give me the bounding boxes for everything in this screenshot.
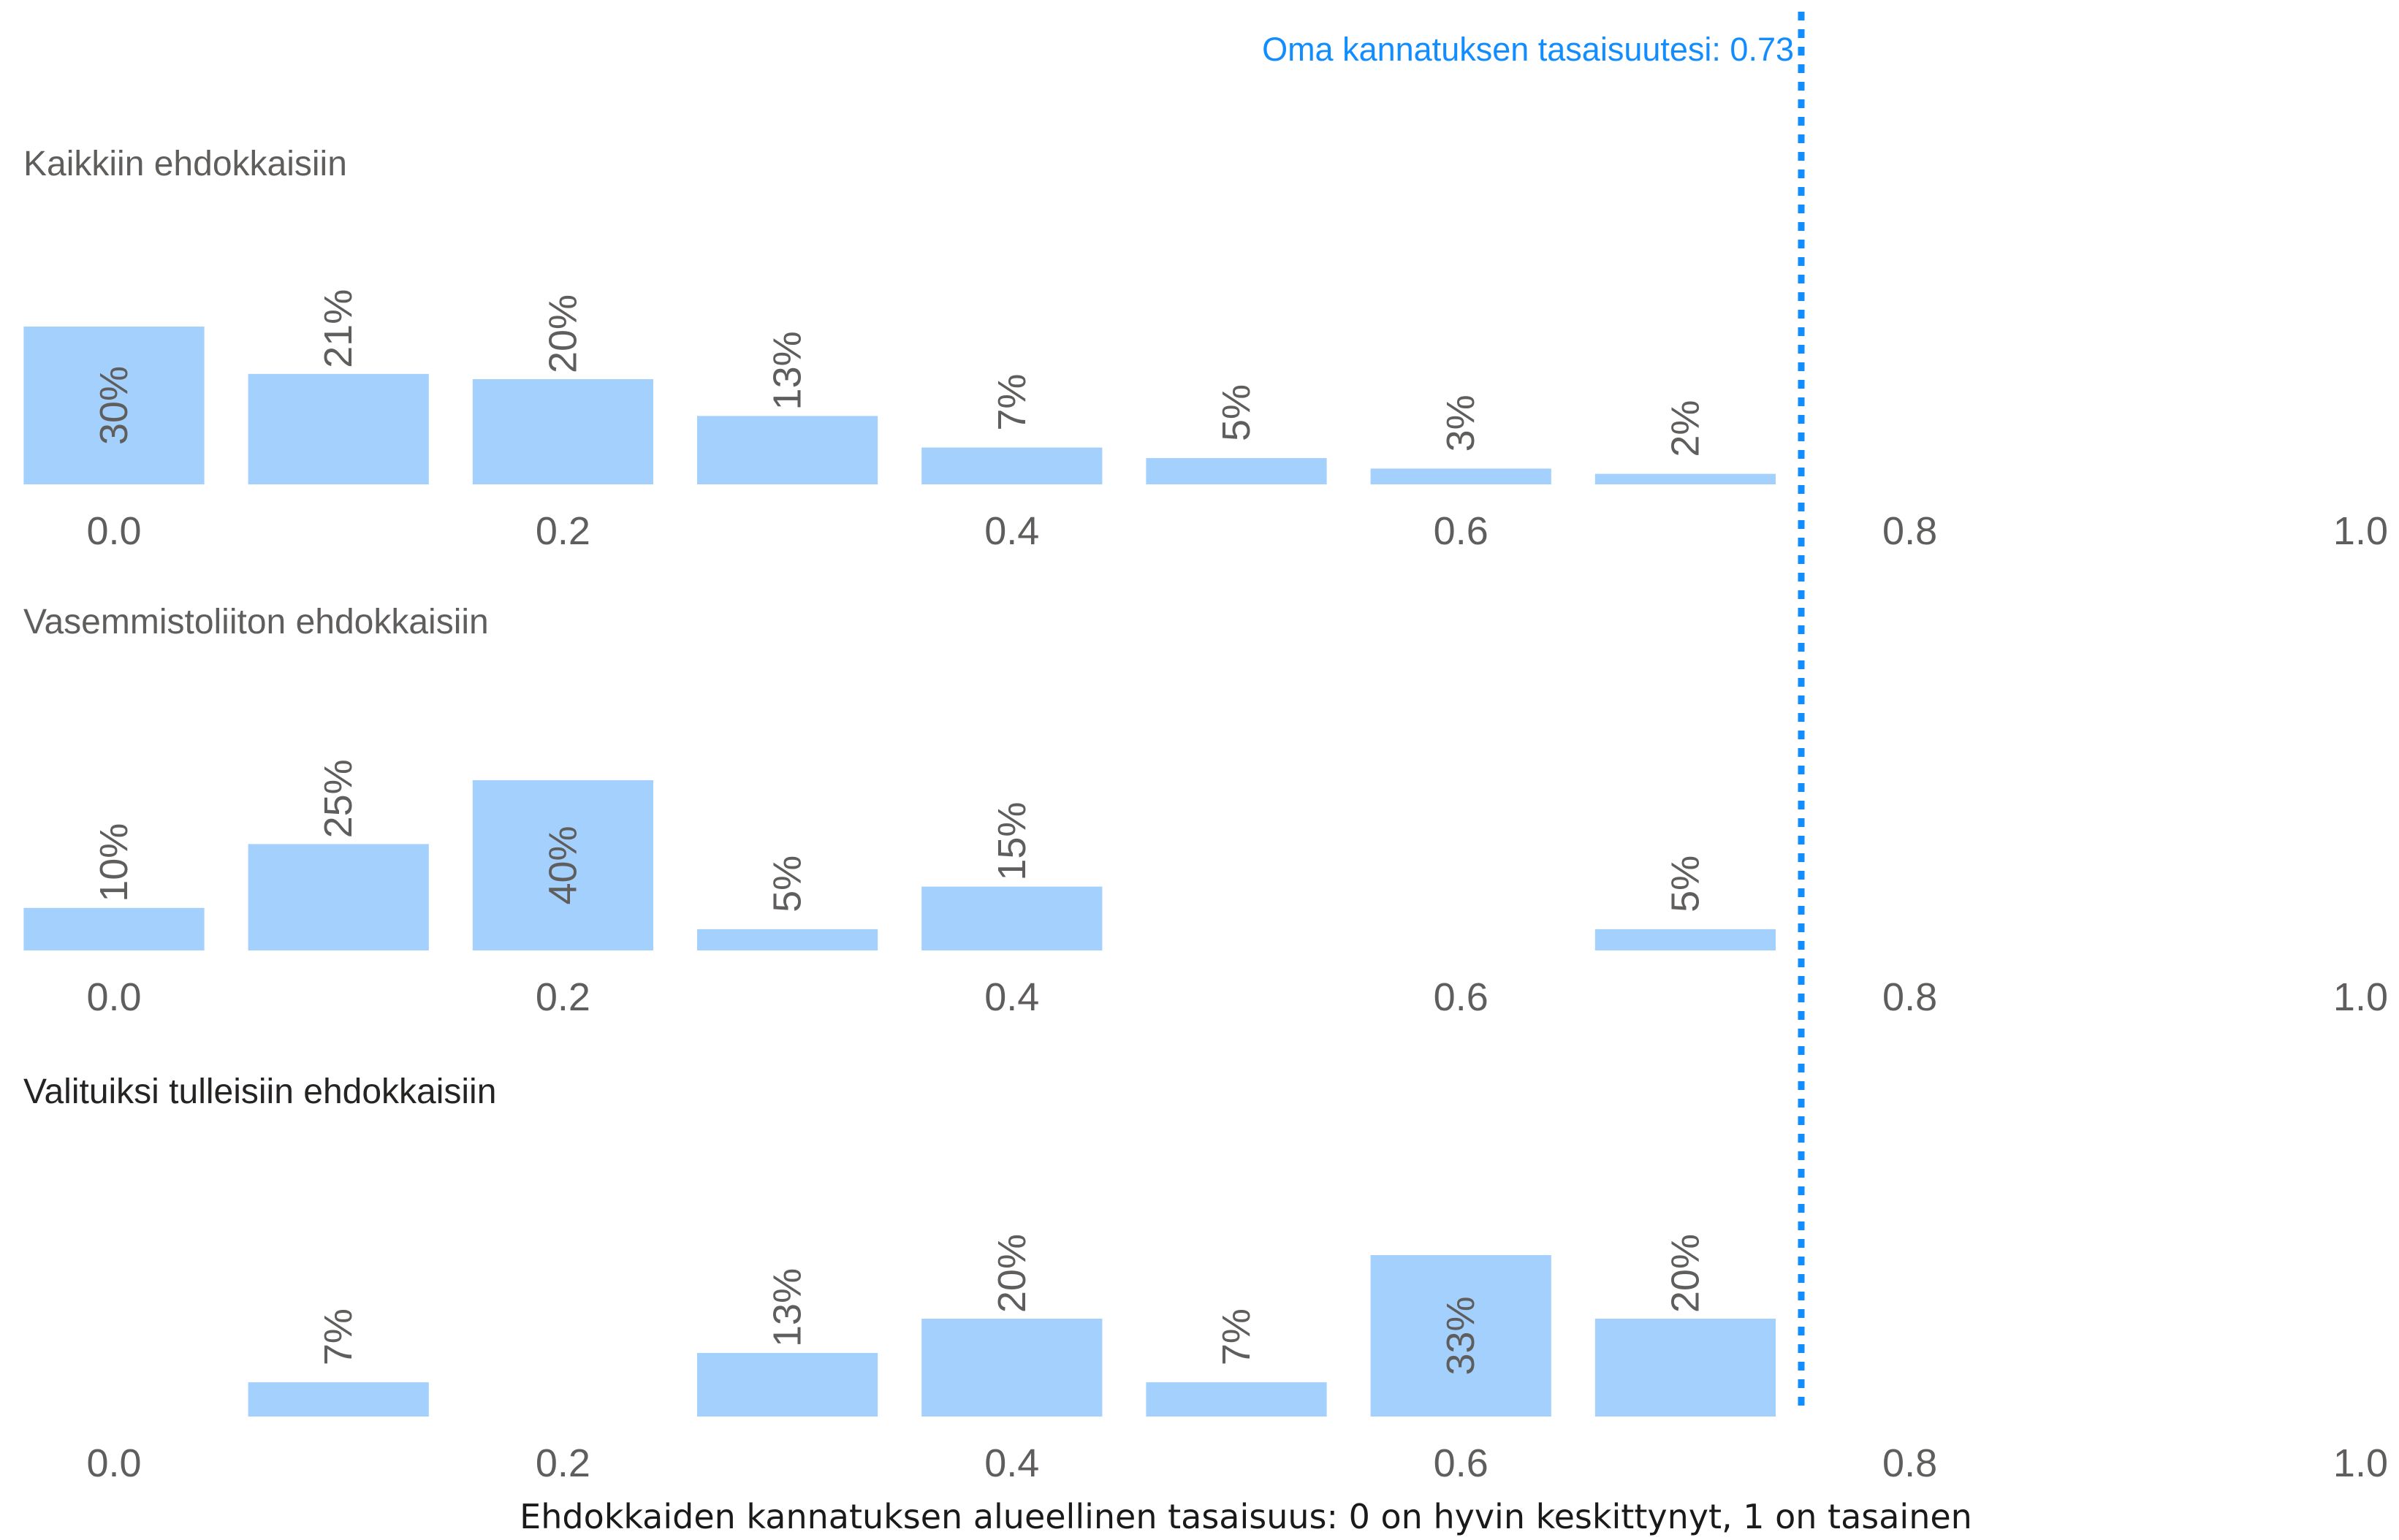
bar [23, 327, 205, 484]
bar-value-label: 15% [990, 802, 1034, 881]
x-tick-label: 0.0 [86, 509, 141, 553]
panel-title: Vasemmistoliiton ehdokkaisiin [23, 603, 489, 641]
bar [921, 447, 1103, 484]
bar [472, 780, 653, 950]
x-tick-label: 0.2 [536, 975, 590, 1019]
bar-value-label: 13% [766, 1268, 810, 1347]
bar [248, 844, 429, 950]
bar-value-label: 40% [541, 826, 585, 904]
bar-value-label: 20% [990, 1234, 1034, 1313]
bar [921, 886, 1103, 950]
bar [1594, 929, 1776, 950]
bar-value-label: 25% [316, 759, 360, 838]
panel-title: Kaikkiin ehdokkaisiin [23, 145, 347, 183]
x-tick-label: 0.2 [536, 1441, 590, 1485]
bar-value-label: 5% [766, 855, 810, 912]
bar [248, 373, 429, 484]
bar-value-label: 13% [766, 331, 810, 410]
x-tick-label: 1.0 [2333, 509, 2388, 553]
panel-1: Kaikkiin ehdokkaisiin 30% 21% 20% 13% 7% 5% 3% 2… [23, 145, 2388, 553]
bar-value-label: 7% [990, 374, 1034, 431]
x-tick-label: 0.4 [984, 509, 1039, 553]
x-tick-label: 0.6 [1434, 509, 1489, 553]
bar-value-label: 5% [1214, 384, 1258, 441]
bar-value-label: 2% [1663, 400, 1707, 457]
x-tick-label: 0.8 [1882, 1441, 1937, 1485]
bar [1370, 1255, 1551, 1417]
panel-title: Valituiksi tulleisiin ehdokkaisiin [23, 1072, 496, 1111]
x-tick-label: 0.0 [86, 1441, 141, 1485]
bar [23, 907, 205, 950]
x-tick-label: 0.0 [86, 975, 141, 1019]
x-tick-label: 0.4 [984, 1441, 1039, 1485]
bar-value-label: 3% [1439, 394, 1483, 451]
bar [472, 379, 653, 484]
bar [697, 416, 878, 484]
bar-value-label: 30% [92, 366, 136, 445]
bar [1594, 473, 1776, 484]
bar-value-label: 20% [1663, 1234, 1707, 1313]
x-tick-label: 0.4 [984, 975, 1039, 1019]
bar-value-label: 7% [1214, 1308, 1258, 1365]
bar [697, 1352, 878, 1417]
x-tick-label: 0.6 [1434, 975, 1489, 1019]
bar-value-label: 10% [92, 823, 136, 902]
bar [697, 929, 878, 950]
x-tick-label: 0.8 [1882, 975, 1937, 1019]
bar-value-label: 5% [1663, 855, 1707, 912]
x-axis-title: Ehdokkaiden kannatuksen alueellinen tasa… [520, 1497, 1972, 1536]
bar-value-label: 7% [316, 1308, 360, 1365]
bar-value-label: 20% [541, 294, 585, 373]
bar [1594, 1319, 1776, 1417]
x-tick-label: 0.8 [1882, 509, 1937, 553]
panel-2: Vasemmistoliiton ehdokkaisiin 10% 25% 40% 5%… [23, 603, 2388, 1019]
x-tick-label: 1.0 [2333, 975, 2388, 1019]
bar [1370, 468, 1551, 484]
x-tick-label: 0.6 [1434, 1441, 1489, 1485]
x-tick-label: 0.2 [536, 509, 590, 553]
bar [921, 1319, 1103, 1417]
bar-value-label: 21% [316, 289, 360, 368]
x-tick-label: 1.0 [2333, 1441, 2388, 1485]
bar-value-label: 33% [1439, 1296, 1483, 1375]
reference-line-label: Oma kannatuksen tasaisuutesi: 0.73 [1262, 31, 1794, 68]
bar [248, 1382, 429, 1417]
bar [1146, 458, 1327, 484]
bar [1146, 1382, 1327, 1417]
panel-3: Valituiksi tulleisiin ehdokkaisiin 7% 13% 2… [23, 1072, 2388, 1485]
